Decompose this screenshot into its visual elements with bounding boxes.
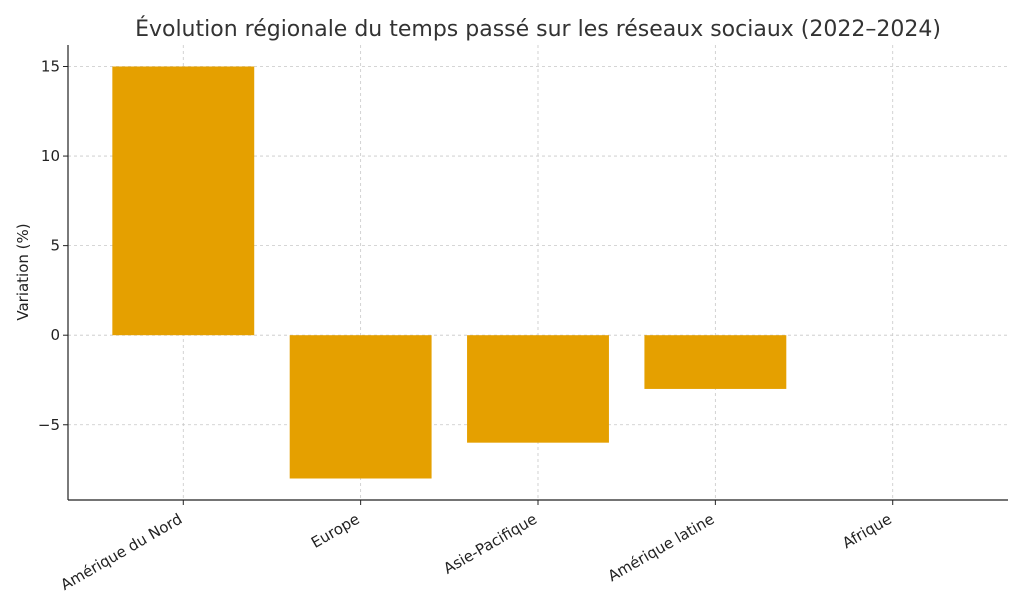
x-tick-label: Europe: [308, 510, 363, 552]
bars: [112, 66, 787, 479]
x-tick-label: Asie-Pacifique: [440, 510, 540, 578]
y-tick-label: 15: [41, 57, 60, 75]
x-tick-label: Amérique latine: [605, 510, 718, 585]
x-tick-label: Afrique: [839, 510, 894, 552]
chart-title: Évolution régionale du temps passé sur l…: [135, 16, 941, 42]
bar: [467, 335, 609, 443]
y-axis-label: Variation (%): [14, 223, 32, 320]
bar: [289, 335, 432, 479]
y-tick-label: 5: [50, 237, 60, 255]
y-tick-label: 10: [41, 147, 60, 165]
bar: [112, 66, 255, 336]
x-tick-label: Amérique du Nord: [58, 510, 186, 594]
y-tick-label: 0: [50, 326, 60, 344]
y-tick-label: −5: [38, 416, 60, 434]
bar: [644, 335, 787, 389]
